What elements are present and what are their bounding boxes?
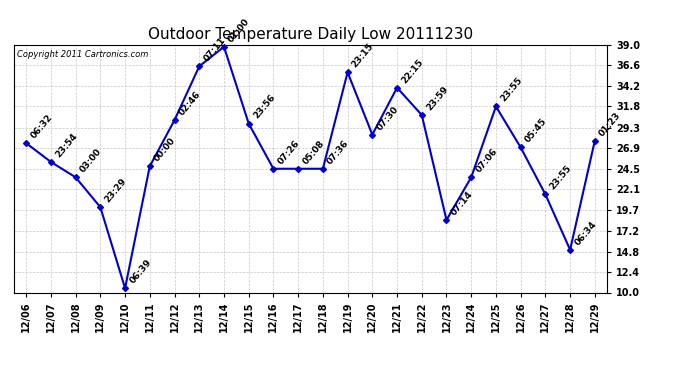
Text: Copyright 2011 Cartronics.com: Copyright 2011 Cartronics.com [17, 50, 148, 59]
Title: Outdoor Temperature Daily Low 20111230: Outdoor Temperature Daily Low 20111230 [148, 27, 473, 42]
Text: 01:00: 01:00 [227, 16, 252, 44]
Text: 05:45: 05:45 [524, 117, 549, 145]
Text: 22:15: 22:15 [400, 57, 425, 85]
Text: 06:34: 06:34 [573, 219, 598, 247]
Text: 07:14: 07:14 [449, 189, 475, 217]
Text: 00:00: 00:00 [152, 136, 177, 164]
Text: 06:32: 06:32 [29, 113, 54, 140]
Text: 07:06: 07:06 [474, 147, 499, 174]
Text: 03:00: 03:00 [79, 147, 103, 174]
Text: 07:26: 07:26 [276, 138, 302, 166]
Text: 23:15: 23:15 [351, 42, 375, 69]
Text: 02:46: 02:46 [177, 90, 203, 117]
Text: 07:11: 07:11 [202, 36, 227, 63]
Text: 07:30: 07:30 [375, 104, 400, 132]
Text: 23:54: 23:54 [54, 131, 79, 159]
Text: 07:36: 07:36 [326, 138, 351, 166]
Text: 23:59: 23:59 [424, 84, 450, 112]
Text: 23:29: 23:29 [103, 177, 128, 204]
Text: 23:55: 23:55 [499, 76, 524, 104]
Text: 23:56: 23:56 [251, 93, 277, 121]
Text: 06:39: 06:39 [128, 258, 153, 285]
Text: 23:55: 23:55 [548, 164, 573, 192]
Text: 01:23: 01:23 [598, 110, 623, 138]
Text: 05:08: 05:08 [301, 138, 326, 166]
